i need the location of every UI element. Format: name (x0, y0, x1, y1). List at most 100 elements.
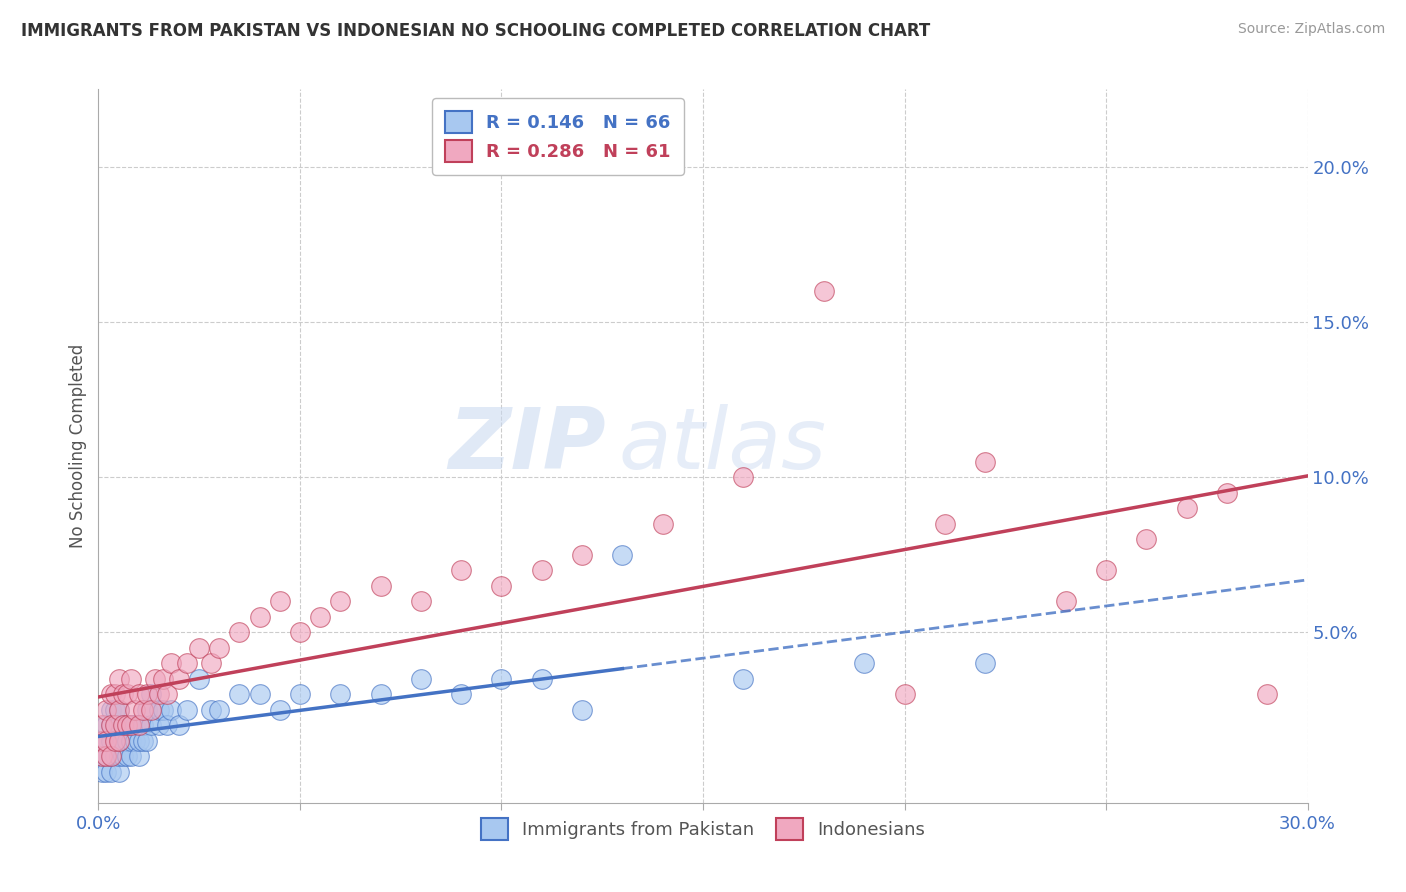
Point (100, 733, 122, 747)
Point (115, 687, 138, 701)
Point (107, 703, 129, 717)
Point (96, 718, 118, 732)
Point (491, 672, 513, 686)
Point (107, 764, 129, 779)
Point (100, 687, 122, 701)
Point (107, 733, 129, 747)
Point (208, 640, 231, 655)
Point (135, 733, 157, 747)
Point (1216, 485, 1239, 500)
Point (139, 703, 162, 717)
Point (571, 548, 593, 562)
Point (370, 687, 392, 701)
Point (813, 284, 835, 298)
Y-axis label: No Schooling Completed: No Schooling Completed (69, 344, 87, 548)
Point (115, 733, 138, 747)
Point (128, 749, 150, 764)
Point (974, 454, 997, 468)
Point (111, 733, 134, 747)
Point (120, 718, 142, 732)
Point (160, 703, 183, 717)
Point (228, 687, 250, 701)
Point (612, 548, 634, 562)
Point (124, 718, 146, 732)
Point (107, 749, 129, 764)
Point (269, 703, 291, 717)
Point (100, 718, 122, 732)
Point (135, 703, 157, 717)
Point (132, 718, 155, 732)
Point (103, 687, 125, 701)
Point (733, 672, 755, 686)
Point (91, 749, 114, 764)
Point (111, 749, 134, 764)
Point (111, 718, 134, 732)
Point (115, 749, 138, 764)
Point (167, 672, 190, 686)
Legend: Immigrants from Pakistan, Indonesians: Immigrants from Pakistan, Indonesians (474, 811, 932, 847)
Point (409, 672, 432, 686)
Point (288, 625, 311, 640)
Text: Source: ZipAtlas.com: Source: ZipAtlas.com (1237, 22, 1385, 37)
Point (107, 672, 129, 686)
Point (139, 718, 162, 732)
Point (974, 656, 997, 670)
Point (124, 733, 146, 747)
Point (100, 764, 122, 779)
Point (91, 718, 114, 732)
Point (107, 733, 129, 747)
Point (893, 687, 915, 701)
Point (120, 749, 142, 764)
Point (1256, 687, 1278, 701)
Point (128, 718, 150, 732)
Text: atlas: atlas (619, 404, 827, 488)
Point (107, 718, 129, 732)
Point (91, 749, 114, 764)
Point (96, 764, 118, 779)
Point (111, 687, 134, 701)
Point (100, 718, 122, 732)
Point (571, 703, 593, 717)
Point (156, 718, 179, 732)
Point (115, 718, 138, 732)
Point (329, 687, 352, 701)
Point (132, 733, 155, 747)
Text: ZIP: ZIP (449, 404, 606, 488)
Point (96, 749, 118, 764)
Point (107, 703, 129, 717)
Point (450, 563, 472, 577)
Point (152, 672, 174, 686)
Point (128, 718, 150, 732)
Point (96, 733, 118, 747)
Point (132, 703, 155, 717)
Point (1175, 501, 1198, 516)
Point (491, 579, 513, 593)
Point (96, 703, 118, 717)
Point (103, 703, 125, 717)
Point (200, 656, 222, 670)
Point (120, 672, 142, 686)
Point (128, 733, 150, 747)
Point (120, 718, 142, 732)
Point (148, 703, 170, 717)
Point (188, 640, 211, 655)
Point (450, 687, 472, 701)
Point (103, 718, 125, 732)
Point (176, 703, 198, 717)
Point (249, 609, 271, 624)
Point (176, 656, 198, 670)
Point (228, 625, 250, 640)
Point (124, 703, 146, 717)
Point (1054, 594, 1077, 608)
Point (651, 516, 673, 531)
Point (103, 718, 125, 732)
Point (530, 563, 553, 577)
Point (96, 733, 118, 747)
Point (934, 516, 956, 531)
Point (128, 687, 150, 701)
Point (120, 733, 142, 747)
Point (100, 703, 122, 717)
Point (152, 703, 174, 717)
Point (309, 609, 332, 624)
Point (188, 672, 211, 686)
